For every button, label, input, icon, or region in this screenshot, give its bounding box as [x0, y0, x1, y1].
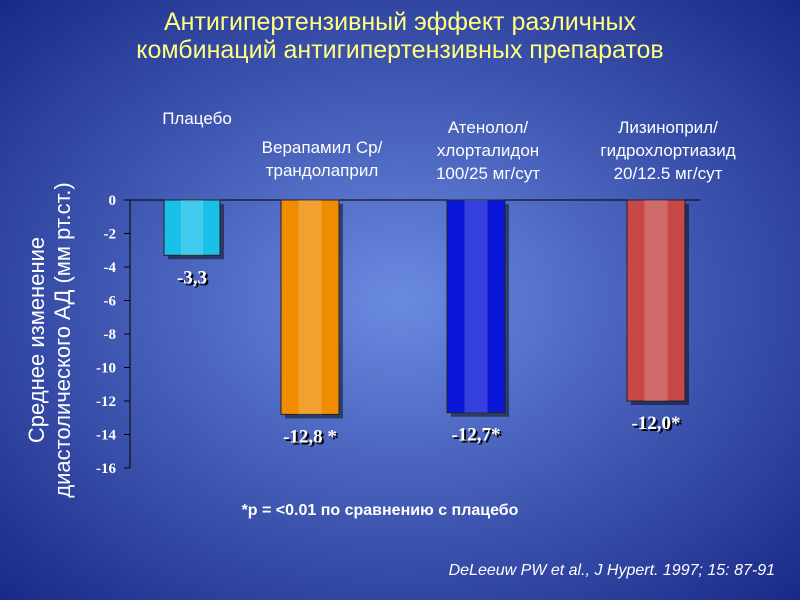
y-tick-label: -16 — [96, 461, 116, 477]
category-label: Лизиноприл/гидрохлортиазид 20/12.5 мг/сут — [600, 118, 735, 183]
text-line: диастолического АД (мм рт.ст.) — [50, 182, 75, 497]
value-label: -3,3 — [177, 267, 207, 288]
chart-title: Антигипертензивный эффект различных комби… — [136, 8, 663, 64]
text-line: комбинаций антигипертензивных препаратов — [136, 36, 663, 64]
value-label: -12,0* — [631, 413, 680, 434]
y-tick-label: -8 — [104, 327, 117, 343]
source: DeLeeuw PW et al., J Hypert. 1997; 15: 8… — [449, 562, 775, 579]
value-label-shadow: -12,7* — [453, 427, 502, 448]
bar — [280, 199, 340, 415]
text-line: Антигипертензивный эффект различных — [164, 8, 637, 36]
bar — [626, 199, 686, 402]
text-line: Атенолол/ — [448, 118, 529, 137]
bar-highlight — [180, 200, 204, 256]
text-line: Лизиноприл/ — [618, 118, 718, 137]
bar — [163, 199, 221, 256]
y-tick-label: -6 — [104, 294, 117, 310]
bar-highlight — [644, 200, 668, 401]
footnote: *p = <0.01 по сравнению с плацебо — [242, 502, 519, 519]
text-line: 100/25 мг/сут — [436, 164, 540, 183]
category-label: Плацебо — [162, 109, 232, 128]
y-axis-label: Среднее изменениедиастолического АД (мм … — [24, 182, 75, 497]
text-line: Плацебо — [162, 109, 232, 128]
bar — [446, 199, 506, 414]
text-line: Верапамил Ср/ — [262, 138, 383, 157]
bar-highlight — [464, 200, 488, 413]
category-label: Верапамил Ср/трандолаприл — [262, 138, 383, 180]
text-line: хлорталидон — [437, 141, 539, 160]
value-label-shadow: -12,0* — [633, 415, 682, 436]
y-tick-label: 0 — [109, 193, 117, 209]
value-label: -12,7* — [451, 425, 500, 446]
text-line: Среднее изменение — [24, 237, 49, 443]
text-line: трандолаприл — [266, 161, 379, 180]
value-label-shadow: -3,3 — [179, 269, 209, 290]
y-tick-label: -12 — [96, 394, 116, 410]
category-label: Атенолол/хлорталидон 100/25 мг/сут — [436, 118, 540, 183]
y-tick-label: -4 — [104, 260, 117, 276]
bar-highlight — [298, 200, 322, 415]
value-label-shadow: -12,8 * — [285, 428, 339, 449]
text-line: гидрохлортиазид — [600, 141, 735, 160]
value-label: -12,8 * — [283, 426, 337, 447]
y-tick-label: -2 — [104, 227, 117, 243]
text-line: 20/12.5 мг/сут — [614, 164, 723, 183]
y-tick-label: -14 — [96, 428, 116, 444]
y-tick-label: -10 — [96, 361, 116, 377]
